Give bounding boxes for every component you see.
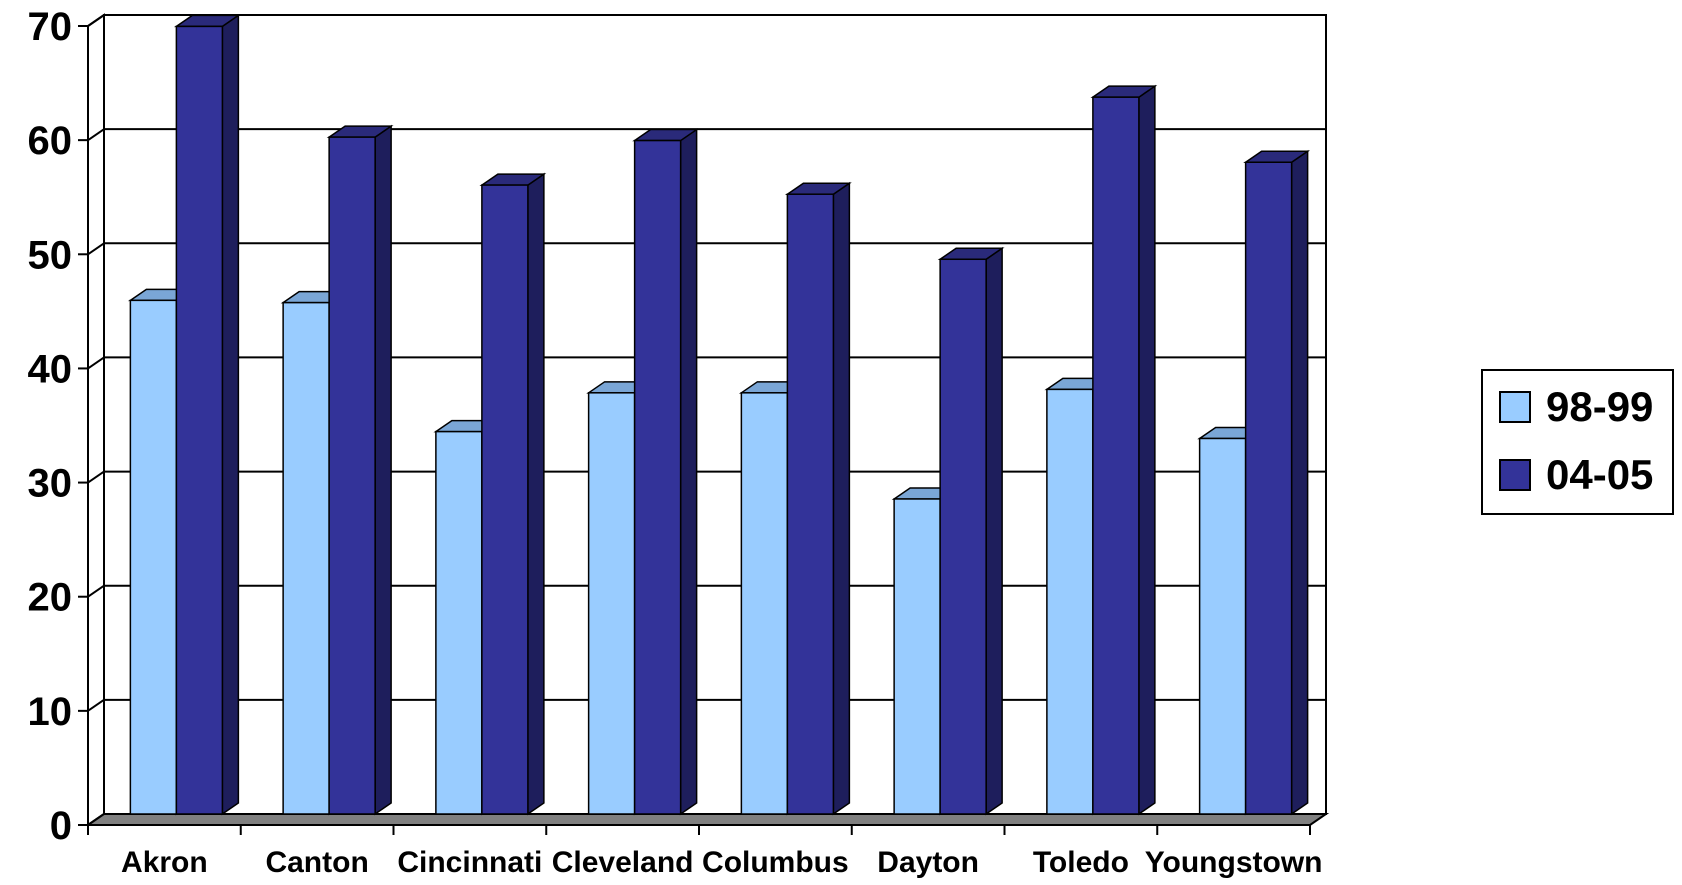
y-tick-label: 0 bbox=[50, 804, 72, 848]
y-tick-label: 30 bbox=[28, 462, 73, 506]
bar-04-05-cincinnati-side bbox=[527, 172, 545, 816]
x-tick-label-columbus: Columbus bbox=[702, 846, 849, 879]
bar-04-05-dayton-front bbox=[939, 258, 987, 815]
x-tick-label-cincinnati: Cincinnati bbox=[397, 846, 542, 879]
x-tick-label-toledo: Toledo bbox=[1033, 846, 1129, 879]
bar-98-99-youngstown-front bbox=[1198, 437, 1247, 815]
y-tick-label: 50 bbox=[28, 233, 73, 277]
bar-04-05-columbus-side bbox=[832, 181, 851, 816]
bar-04-05-toledo-front bbox=[1092, 96, 1140, 815]
x-tick-label-canton: Canton bbox=[265, 846, 368, 879]
chart-floor bbox=[84, 813, 1330, 826]
x-tick-label-dayton: Dayton bbox=[877, 846, 979, 879]
y-tick-label: 40 bbox=[28, 347, 73, 391]
gridline-side bbox=[87, 14, 105, 27]
x-tick-label-youngstown: Youngstown bbox=[1145, 846, 1323, 879]
gridline-side bbox=[87, 699, 105, 712]
bar-98-99-akron-front bbox=[129, 299, 178, 815]
y-tick-labels: 0 10 20 30 40 50 60 70 bbox=[28, 5, 73, 848]
y-tick-label: 60 bbox=[28, 119, 73, 163]
gridline-side bbox=[87, 470, 105, 484]
gridline-side bbox=[87, 584, 105, 598]
legend-swatch-04-05 bbox=[1499, 459, 1531, 491]
legend: 98-99 04-05 bbox=[1481, 369, 1674, 515]
bar-04-05-youngstown-side bbox=[1290, 149, 1309, 816]
axes bbox=[78, 25, 1311, 835]
bar-04-05-dayton bbox=[937, 246, 1005, 816]
bar-04-05-cincinnati bbox=[479, 172, 547, 816]
x-tick-label-cleveland: Cleveland bbox=[552, 846, 694, 879]
bar-04-05-akron-side bbox=[221, 13, 240, 816]
bar-04-05-dayton-side bbox=[985, 246, 1003, 816]
legend-swatch-98-99 bbox=[1499, 391, 1531, 423]
bar-04-05-cleveland bbox=[632, 128, 700, 816]
y-tick-label: 70 bbox=[28, 5, 73, 49]
y-tick-label: 10 bbox=[28, 690, 73, 734]
bar-04-05-cincinnati-front bbox=[481, 184, 529, 815]
floor bbox=[84, 813, 1330, 826]
bar-98-99-dayton-front bbox=[893, 498, 941, 815]
bar-04-05-youngstown-front bbox=[1244, 161, 1293, 815]
bar-98-99-canton-front bbox=[282, 301, 330, 815]
bar-98-99-cincinnati-front bbox=[435, 430, 483, 815]
bar-98-99-columbus-front bbox=[740, 392, 789, 815]
bar-04-05-toledo-side bbox=[1138, 84, 1156, 816]
bar-04-05-canton-side bbox=[374, 124, 392, 816]
bar-04-05-youngstown bbox=[1243, 149, 1311, 816]
bar-04-05-akron-front bbox=[175, 25, 224, 815]
bar-98-99-toledo-front bbox=[1046, 388, 1094, 815]
bar-04-05-columbus bbox=[784, 181, 852, 816]
gridline-side bbox=[87, 356, 105, 370]
side-wall bbox=[87, 13, 105, 827]
bar-04-05-cleveland-side bbox=[679, 128, 698, 816]
bar-04-05-canton bbox=[326, 124, 394, 816]
legend-label-04-05: 04-05 bbox=[1546, 451, 1653, 498]
x-tick-label-akron: Akron bbox=[121, 846, 208, 879]
gridline-side bbox=[87, 128, 105, 141]
bar-04-05-columbus-front bbox=[786, 193, 835, 815]
bar-04-05-canton-front bbox=[328, 136, 376, 815]
bar-04-05-akron bbox=[173, 13, 241, 816]
gridline-side bbox=[87, 242, 105, 256]
bar-98-99-cleveland-front bbox=[587, 392, 636, 815]
legend-label-98-99: 98-99 bbox=[1546, 383, 1653, 430]
bar-04-05-toledo bbox=[1090, 84, 1158, 816]
y-tick-label: 20 bbox=[28, 576, 73, 620]
bar-04-05-cleveland-front bbox=[633, 139, 682, 815]
bars bbox=[127, 13, 1311, 816]
x-tick-labels: Akron Canton Cincinnati Cleveland Columbus Da… bbox=[121, 846, 1322, 879]
